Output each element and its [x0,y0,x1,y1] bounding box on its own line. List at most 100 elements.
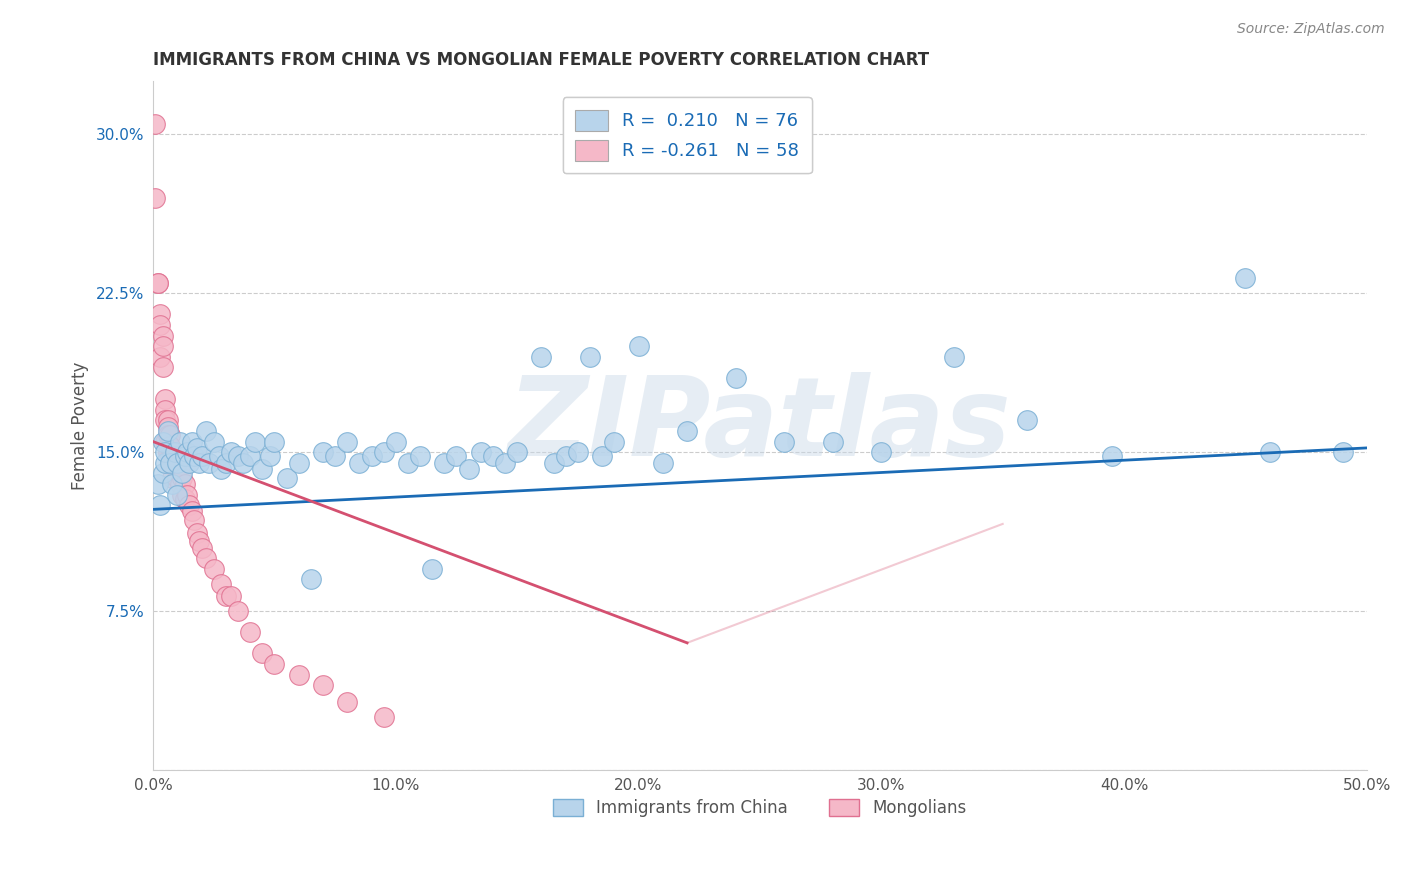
Point [173,477,195,491]
Point [190,541,212,555]
Point [153,413,176,427]
Point [336,434,359,449]
Point [166,456,188,470]
Point [287,456,309,470]
Point [198,456,221,470]
Point [169,434,191,449]
Point [457,462,479,476]
Point [202,562,225,576]
Point [299,572,322,586]
Point [146,477,169,491]
Point [773,434,796,449]
Point [943,350,966,364]
Point [173,491,195,506]
Point [162,470,184,484]
Point [195,424,218,438]
Point [159,456,181,470]
Point [162,477,184,491]
Point [186,525,208,540]
Text: IMMIGRANTS FROM CHINA VS MONGOLIAN FEMALE POVERTY CORRELATION CHART: IMMIGRANTS FROM CHINA VS MONGOLIAN FEMAL… [153,51,929,69]
Point [149,498,172,512]
Point [207,450,229,464]
Point [188,456,211,470]
Point [226,604,249,618]
Point [179,498,201,512]
Point [172,470,194,484]
Point [166,487,188,501]
Point [153,456,176,470]
Point [312,445,335,459]
Point [554,450,576,464]
Point [145,117,167,131]
Point [276,470,298,484]
Point [1331,445,1354,459]
Point [209,576,232,591]
Point [409,450,432,464]
Point [152,434,174,449]
Point [180,434,202,449]
Point [159,439,181,453]
Point [172,467,194,481]
Point [349,456,371,470]
Point [215,589,238,603]
Point [470,445,492,459]
Point [579,350,602,364]
Point [156,428,179,442]
Point [263,434,285,449]
Point [396,456,419,470]
Point [219,589,242,603]
Point [195,551,218,566]
Point [219,445,242,459]
Point [252,462,274,476]
Point [232,456,254,470]
Point [1015,413,1038,427]
Point [166,456,188,470]
Point [243,434,266,449]
Point [543,456,565,470]
Point [149,318,172,332]
Point [360,450,382,464]
Point [287,667,309,681]
Point [166,470,188,484]
Point [433,456,456,470]
Point [159,450,181,464]
Point [530,350,553,364]
Point [183,513,205,527]
Point [446,450,468,464]
Point [159,456,181,470]
Point [149,350,172,364]
Point [724,371,747,385]
Point [145,191,167,205]
Point [1258,445,1281,459]
Point [163,460,186,475]
Point [159,428,181,442]
Point [190,450,212,464]
Point [162,445,184,459]
Point [163,450,186,464]
Legend: Immigrants from China, Mongolians: Immigrants from China, Mongolians [546,792,974,823]
Point [166,450,188,464]
Point [169,460,191,475]
Point [176,487,198,501]
Point [183,450,205,464]
Point [188,534,211,549]
Point [176,445,198,459]
Point [567,445,589,459]
Point [163,445,186,459]
Point [323,450,346,464]
Point [336,695,359,709]
Point [420,562,443,576]
Point [173,450,195,464]
Point [152,467,174,481]
Point [166,450,188,464]
Point [186,441,208,455]
Point [156,424,179,438]
Point [209,462,232,476]
Point [651,456,673,470]
Point [373,710,395,724]
Point [153,392,176,407]
Point [156,413,179,427]
Point [603,434,626,449]
Point [627,339,650,353]
Point [156,419,179,434]
